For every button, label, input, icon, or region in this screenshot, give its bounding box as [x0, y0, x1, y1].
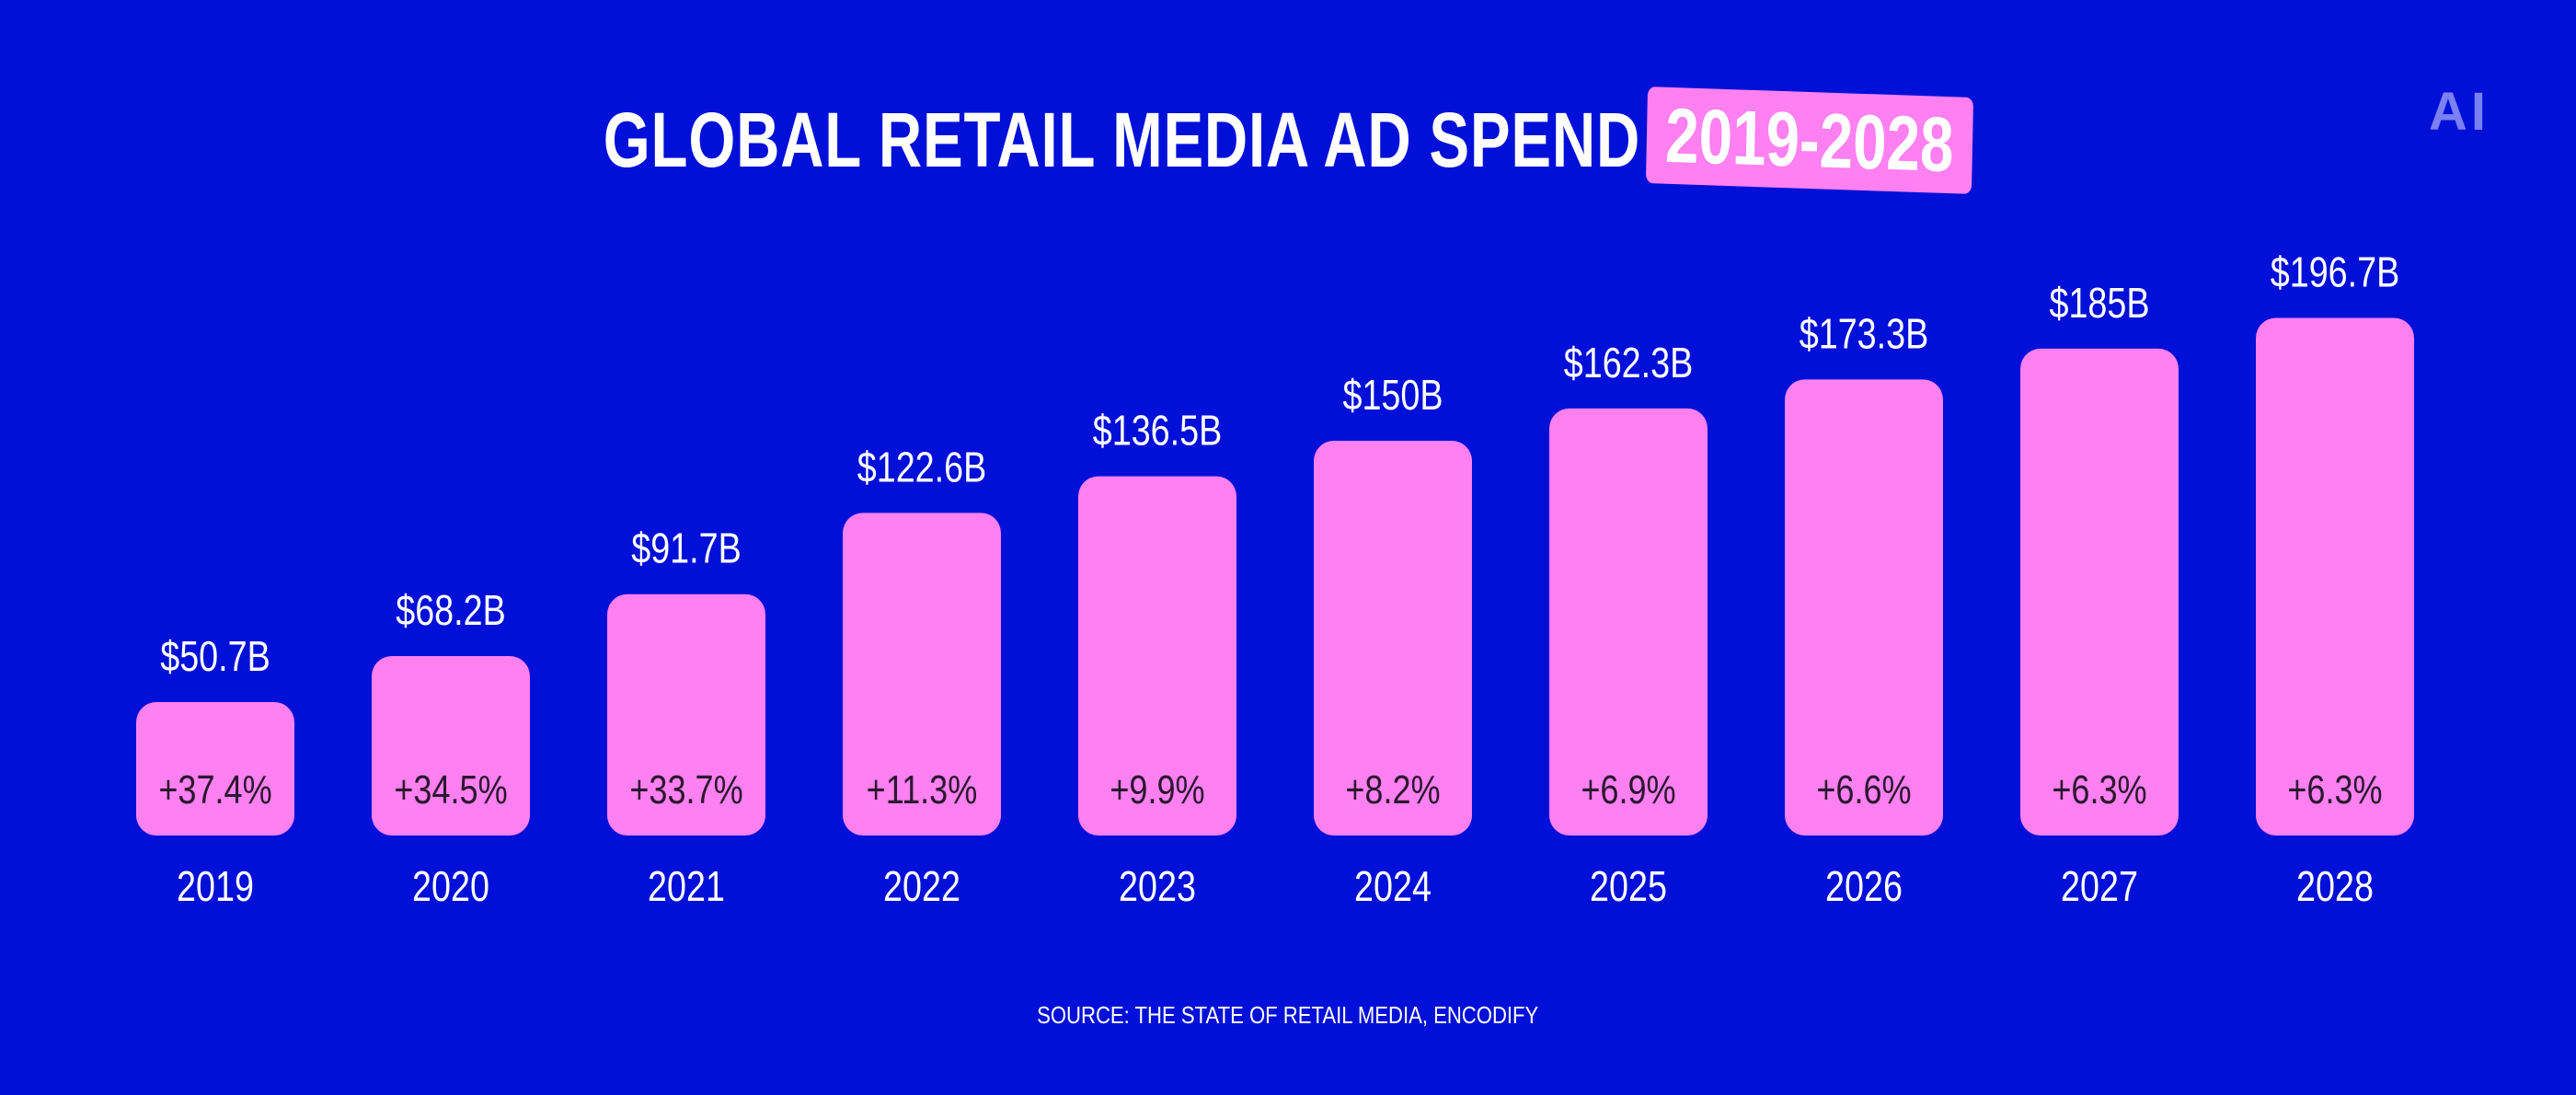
growth-label: +37.4% — [158, 767, 271, 813]
value-label: $185B — [2049, 279, 2149, 326]
bar-2028 — [2256, 317, 2414, 836]
value-label: $196.7B — [2271, 248, 2399, 295]
source-text: SOURCE: THE STATE OF RETAIL MEDIA, ENCOD… — [1037, 1001, 1539, 1029]
source-note: SOURCE: THE STATE OF RETAIL MEDIA, ENCOD… — [0, 1001, 2576, 1030]
year-label: 2028 — [2296, 862, 2374, 909]
year-label: 2023 — [1119, 862, 1196, 909]
growth-label: +9.9% — [1110, 767, 1204, 813]
year-label: 2026 — [1825, 862, 1903, 909]
ai-logo: AI — [2429, 82, 2490, 142]
bar-2021 — [607, 594, 765, 836]
bar-2027 — [2020, 348, 2179, 836]
bar-2023 — [1078, 476, 1236, 836]
title-main: GLOBAL RETAIL MEDIA AD SPEND — [604, 97, 1641, 183]
bar-2024 — [1314, 441, 1472, 836]
value-label: $91.7B — [631, 524, 742, 571]
year-label: 2020 — [412, 862, 489, 909]
year-label: 2025 — [1590, 862, 1667, 909]
value-label: $68.2B — [396, 586, 506, 633]
value-label: $50.7B — [160, 632, 270, 679]
year-label: 2021 — [648, 862, 725, 909]
bar-2026 — [1785, 379, 1943, 836]
bar-2025 — [1549, 408, 1708, 836]
growth-label: +6.3% — [2052, 767, 2146, 813]
chart-title: GLOBAL RETAIL MEDIA AD SPEND 2019-2028 — [0, 86, 2576, 194]
bar-2022 — [843, 513, 1001, 836]
growth-label: +6.3% — [2287, 767, 2382, 813]
value-label: $122.6B — [857, 444, 986, 490]
year-label: 2019 — [177, 862, 254, 909]
growth-label: +11.3% — [867, 767, 978, 813]
value-label: $136.5B — [1093, 407, 1222, 454]
year-label: 2024 — [1354, 862, 1432, 909]
growth-label: +6.6% — [1816, 767, 1911, 813]
year-label: 2022 — [883, 862, 960, 909]
bar-2019 — [136, 701, 294, 836]
growth-label: +34.5% — [394, 767, 507, 813]
value-label: $173.3B — [1800, 310, 1928, 357]
bar-2020 — [372, 655, 530, 836]
value-label: $162.3B — [1564, 339, 1693, 386]
growth-label: +6.9% — [1581, 767, 1675, 813]
year-label: 2027 — [2061, 862, 2138, 909]
growth-label: +8.2% — [1345, 767, 1440, 813]
growth-label: +33.7% — [629, 767, 742, 813]
value-label: $150B — [1342, 371, 1443, 418]
